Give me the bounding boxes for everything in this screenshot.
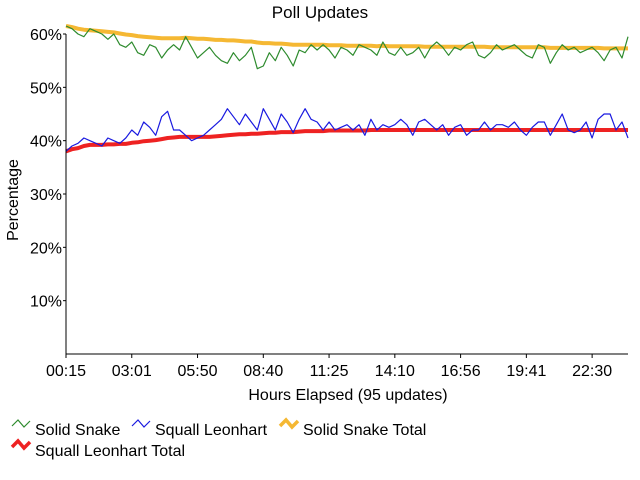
y-tick-label: 60% (30, 27, 62, 44)
legend-label: Solid Snake Total (303, 422, 426, 439)
y-tick-label: 30% (30, 187, 62, 204)
y-tick-label: 50% (30, 80, 62, 97)
y-tick-label: 40% (30, 134, 62, 151)
x-tick-label: 08:40 (243, 363, 283, 380)
x-axis-ticks: 00:15 03:01 05:50 08:40 11:25 14:10 16:56 19:41… (46, 354, 612, 380)
series-line-squall-leonhart (65, 108, 629, 152)
legend-swatch (11, 419, 31, 428)
legend-swatch (278, 417, 300, 430)
x-tick-label: 14:10 (375, 363, 415, 380)
series-line-squall-leonhart-total (65, 128, 628, 154)
legend: Solid Snake Squall Leonhart Solid Snake To… (10, 417, 426, 460)
x-axis-label: Hours Elapsed (95 updates) (248, 387, 447, 404)
chart-title: Poll Updates (272, 3, 368, 22)
y-axis-ticks: 10% 20% 30% 40% 50% 60% (30, 27, 66, 311)
x-tick-label: 05:50 (178, 363, 218, 380)
x-tick-label: 00:15 (46, 363, 86, 380)
legend-swatch (131, 419, 151, 428)
x-tick-label: 03:01 (112, 363, 152, 380)
x-tick-label: 16:56 (441, 363, 481, 380)
legend-swatch (10, 438, 32, 451)
series-line-solid-snake-total (65, 24, 628, 51)
x-tick-label: 19:41 (506, 363, 546, 380)
legend-label: Solid Snake (35, 422, 120, 439)
y-axis-label: Percentage (5, 159, 22, 241)
legend-label: Squall Leonhart (155, 422, 268, 439)
y-tick-label: 10% (30, 294, 62, 311)
x-tick-label: 22:30 (572, 363, 612, 380)
x-tick-label: 11:25 (310, 363, 349, 380)
legend-label: Squall Leonhart Total (35, 443, 185, 460)
y-tick-label: 20% (30, 240, 62, 257)
series-lines (65, 24, 629, 154)
series-line-solid-snake (65, 25, 629, 70)
